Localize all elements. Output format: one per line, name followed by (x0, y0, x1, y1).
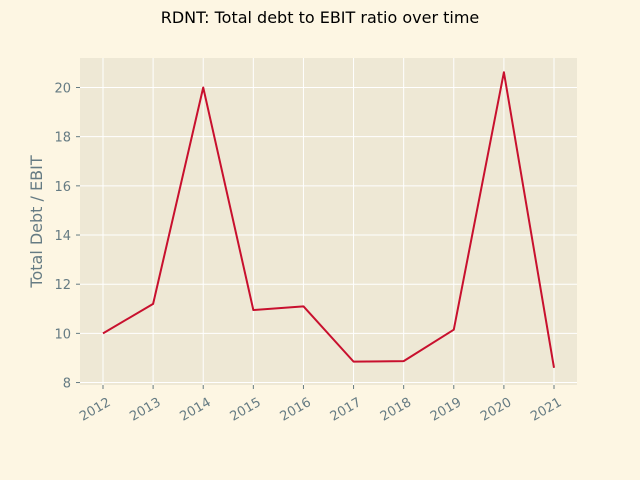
chart-title: RDNT: Total debt to EBIT ratio over time (160, 8, 480, 27)
x-tick-label: 2015 (228, 395, 264, 425)
y-tick-label: 16 (54, 180, 71, 195)
y-tick-label: 8 (63, 377, 71, 392)
y-tick-label: 10 (54, 327, 71, 342)
series-line (102, 71, 555, 368)
x-tick-label: 2016 (278, 395, 314, 425)
series-layer (102, 71, 555, 368)
y-tick-label: 14 (54, 229, 71, 244)
plot-area (80, 58, 577, 385)
x-tick-label: 2013 (127, 395, 163, 425)
x-tick-label: 2021 (528, 395, 564, 425)
y-axis-label: Total Debt / EBIT (27, 155, 46, 288)
y-tick-label: 18 (54, 131, 71, 146)
x-tick-label: 2019 (428, 395, 464, 425)
grid-lines (80, 58, 577, 385)
x-axis: 2012 2013 2014 2015 2016 2017 2018 2019 2020 2021 (77, 385, 564, 425)
x-tick-label: 2018 (378, 395, 414, 425)
x-tick-label: 2020 (478, 395, 514, 425)
x-tick-label: 2017 (328, 395, 364, 425)
x-tick-label: 2012 (77, 395, 113, 425)
y-tick-label: 20 (54, 82, 71, 97)
y-axis: 8 10 12 14 16 18 20 (54, 82, 80, 392)
x-tick-label: 2014 (177, 395, 213, 425)
y-tick-label: 12 (54, 278, 71, 293)
